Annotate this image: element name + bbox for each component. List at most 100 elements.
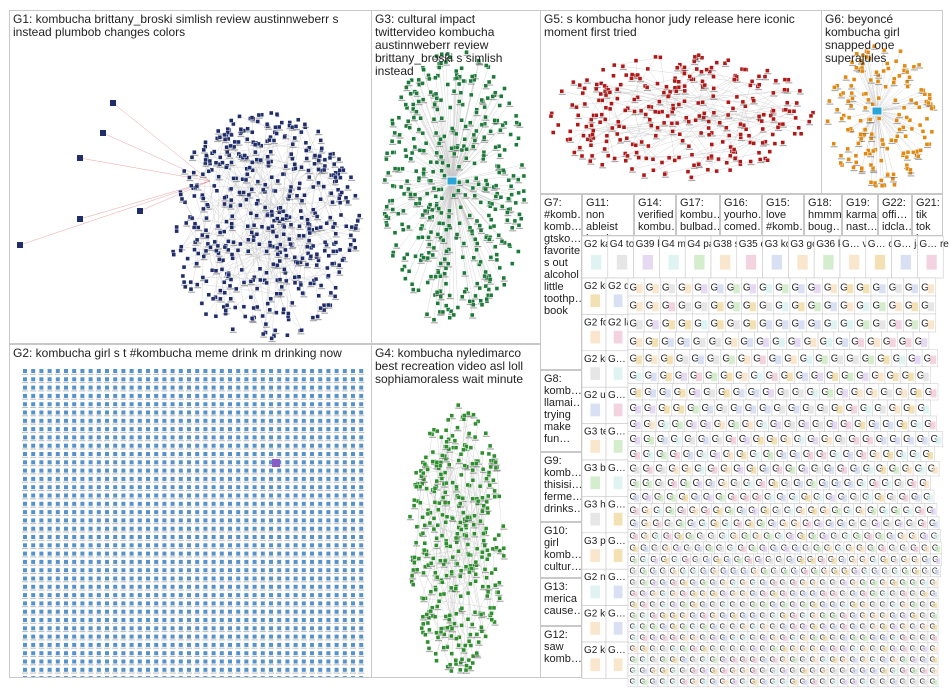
g2-node	[244, 476, 249, 481]
g2-node-label	[202, 490, 209, 491]
g2-node	[105, 402, 109, 407]
g2-node-label	[71, 631, 78, 633]
g3-node-label	[420, 153, 428, 155]
g3-node	[409, 282, 415, 287]
g3-node	[488, 129, 493, 134]
g2-node	[285, 601, 290, 606]
g3-node-label	[445, 266, 453, 268]
g1-node-label	[214, 248, 222, 250]
g2-node-label	[227, 431, 233, 433]
g2-node-label	[30, 506, 37, 508]
g2-node-label	[30, 581, 37, 583]
g3-node-label	[482, 88, 490, 90]
g2-node	[203, 468, 208, 473]
g3-edge	[408, 180, 453, 190]
g1-node-label	[244, 141, 252, 143]
g2-node-label	[325, 647, 332, 649]
g2-node-label	[309, 523, 315, 525]
g2-node	[187, 543, 191, 548]
g2-node-label	[104, 664, 110, 666]
g2-node	[105, 676, 109, 677]
g2-node-label	[300, 465, 307, 467]
g2-node-label	[210, 622, 217, 624]
g2-node	[47, 543, 52, 548]
g2-node	[342, 427, 347, 432]
g2-node-label	[276, 407, 283, 408]
g3-node	[484, 296, 490, 302]
g2-node-label	[202, 531, 209, 533]
g2-node	[31, 501, 36, 506]
g2-node	[252, 543, 257, 548]
g2-node	[277, 518, 282, 523]
g2-node	[113, 369, 118, 373]
g2-node	[88, 676, 93, 677]
g1-node	[337, 200, 343, 205]
g2-node	[195, 518, 200, 523]
g1-node	[271, 261, 276, 267]
g2-node-label	[87, 373, 94, 375]
g2-node	[129, 609, 134, 614]
g2-node	[203, 485, 208, 490]
g2-node-label	[186, 490, 192, 491]
g2-node	[96, 659, 101, 664]
g2-node-label	[112, 382, 119, 384]
g2-node-label	[169, 431, 176, 433]
g2-node-label	[259, 539, 266, 541]
g2-node-label	[46, 431, 53, 433]
g1-node	[217, 135, 223, 140]
g2-node-label	[259, 614, 266, 616]
g2-node	[326, 642, 331, 647]
g2-node-label	[227, 490, 233, 491]
g2-node-label	[177, 614, 184, 616]
g1-node	[269, 212, 275, 218]
g2-node	[195, 659, 200, 664]
g2-node-label	[309, 581, 315, 583]
g2-node	[154, 393, 159, 398]
g1-node	[296, 186, 302, 191]
g2-node	[55, 476, 60, 481]
g2-node	[228, 377, 232, 382]
g2-node-label	[128, 539, 135, 541]
g1-outliers	[17, 100, 211, 248]
g2-node-label	[235, 556, 242, 558]
g2-node	[211, 601, 216, 606]
g1-node	[222, 280, 227, 285]
g2-node-label	[251, 415, 258, 417]
g2-node	[285, 626, 290, 631]
g2-node-label	[325, 539, 332, 541]
g2-node-label	[161, 656, 168, 657]
g2-node	[326, 377, 331, 382]
g2-node	[47, 402, 52, 407]
g2-node	[154, 468, 159, 473]
g2-node	[244, 518, 249, 523]
g1-node	[264, 249, 269, 254]
g3-node	[396, 115, 402, 121]
g2-node	[219, 618, 224, 622]
g3-node-label	[466, 303, 474, 306]
g2-node-label	[54, 431, 61, 433]
g2-node-label	[177, 631, 184, 633]
g3-node	[414, 168, 419, 174]
g1-node-label	[296, 228, 304, 230]
g3-node	[516, 190, 521, 196]
g2-node-label	[71, 431, 78, 433]
g2-node-label	[120, 398, 127, 400]
g2-node	[39, 584, 44, 589]
g2-node	[187, 584, 191, 589]
g2-node-label	[161, 490, 168, 491]
g1-node	[213, 314, 219, 319]
g2-node-label	[300, 456, 307, 458]
g2-node-label	[235, 498, 242, 500]
g2-node-label	[276, 523, 283, 525]
g1-node-label	[288, 227, 295, 229]
g2-node-label	[341, 514, 348, 516]
g2-node-label	[169, 523, 176, 525]
g2-node-label	[284, 622, 291, 624]
g2-node-label	[317, 506, 324, 508]
g2-node	[64, 418, 68, 423]
g2-node	[269, 642, 273, 647]
g3-node-label	[396, 137, 404, 139]
g2-node	[260, 609, 265, 614]
g2-node	[334, 443, 339, 448]
g2-node	[269, 609, 273, 614]
